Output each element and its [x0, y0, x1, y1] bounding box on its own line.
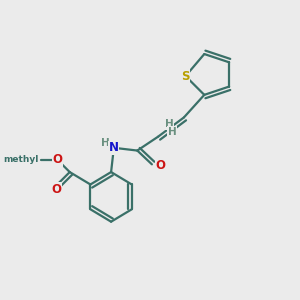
- Text: H: H: [165, 119, 174, 129]
- Text: O: O: [52, 153, 62, 166]
- Text: O: O: [51, 183, 61, 196]
- Text: methyl: methyl: [3, 155, 39, 164]
- Text: H: H: [168, 127, 177, 137]
- Text: O: O: [155, 159, 165, 172]
- Text: N: N: [109, 141, 119, 154]
- Text: H: H: [101, 138, 110, 148]
- Text: S: S: [181, 70, 190, 83]
